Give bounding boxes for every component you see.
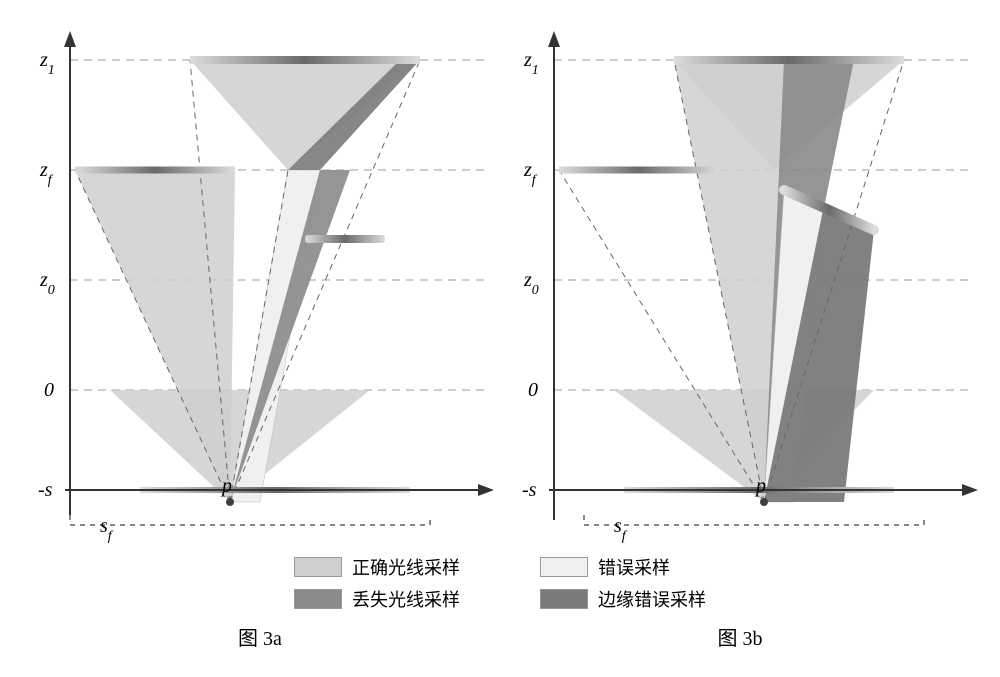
ylabel-z0-b: z0 [523, 269, 539, 298]
zf-surface-b [559, 167, 719, 174]
swatch-lost [294, 589, 342, 609]
ylabel-z0-a: z0 [39, 269, 55, 298]
top-surface-a [190, 56, 420, 64]
diagram-3b: z1 zf z0 0 -s p sf [504, 20, 984, 550]
p-label-b: p [754, 475, 766, 497]
diagram-3a: z1 zf z0 0 -s p sf [20, 20, 500, 550]
panel-left: z1 zf z0 0 -s p sf [20, 20, 500, 550]
sf-bracket-b [584, 515, 924, 525]
ylabel-zero-a: 0 [44, 379, 54, 401]
swatch-edge-error [540, 589, 588, 609]
legend-label-1: 丢失光线采样 [352, 586, 460, 612]
mid-obstacle-a [305, 235, 385, 243]
figure-container: z1 zf z0 0 -s p sf [20, 20, 1000, 657]
legend-label-0: 正确光线采样 [352, 554, 460, 580]
ylabel-z1-b: z1 [523, 49, 539, 78]
legend-item-2: 错误采样 [540, 554, 706, 580]
ylabel-zf-b: zf [523, 159, 538, 188]
viewpoint-a [226, 498, 234, 506]
zf-surface-a [75, 167, 235, 174]
p-label-a: p [220, 475, 232, 497]
sf-label-b: sf [614, 515, 628, 544]
ylabel-ms-a: -s [38, 479, 53, 501]
swatch-correct [294, 557, 342, 577]
sf-label-a: sf [100, 515, 114, 544]
legend-label-3: 边缘错误采样 [598, 586, 706, 612]
viewpoint-b [760, 498, 768, 506]
legend-label-2: 错误采样 [598, 554, 670, 580]
ylabel-z1-a: z1 [39, 49, 55, 78]
panel-right: z1 zf z0 0 -s p sf [504, 20, 984, 550]
ylabel-ms-b: -s [522, 479, 537, 501]
top-surface-b [674, 56, 904, 64]
ylabel-zf-a: zf [39, 159, 54, 188]
swatch-error [540, 557, 588, 577]
ylabel-zero-b: 0 [528, 379, 538, 401]
legend-col-right: 错误采样 边缘错误采样 [540, 554, 706, 612]
sf-bracket-a [70, 515, 430, 525]
legend-item-3: 边缘错误采样 [540, 586, 706, 612]
legend-item-1: 丢失光线采样 [294, 586, 460, 612]
panels-row: z1 zf z0 0 -s p sf [20, 20, 1000, 550]
legend-item-0: 正确光线采样 [294, 554, 460, 580]
legend-col-left: 正确光线采样 丢失光线采样 [294, 554, 460, 612]
legend: 正确光线采样 丢失光线采样 错误采样 边缘错误采样 [20, 554, 980, 612]
